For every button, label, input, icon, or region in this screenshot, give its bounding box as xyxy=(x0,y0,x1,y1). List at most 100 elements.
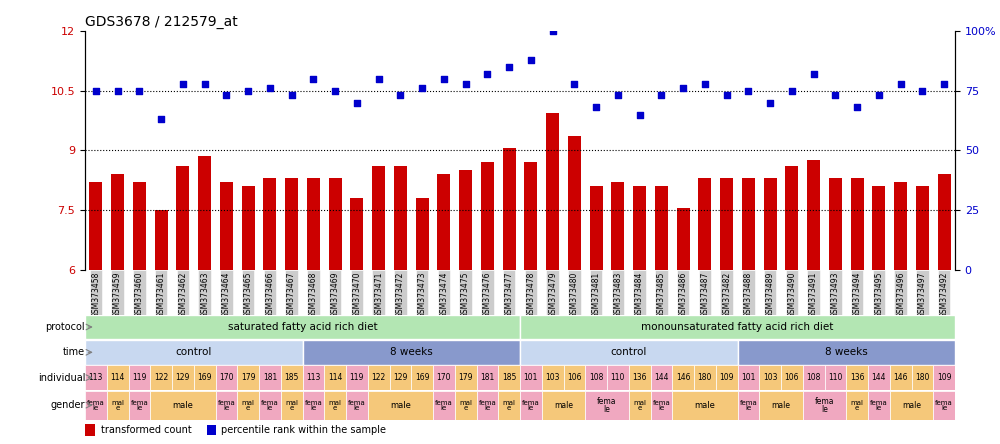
Bar xyxy=(459,170,472,270)
Text: 179: 179 xyxy=(241,373,255,382)
Text: GSM373472: GSM373472 xyxy=(396,272,405,318)
Text: GSM373466: GSM373466 xyxy=(265,272,274,318)
Point xyxy=(262,85,278,92)
Bar xyxy=(803,391,846,420)
Text: fema
le: fema le xyxy=(935,400,953,411)
Bar xyxy=(503,148,516,270)
Text: GSM373497: GSM373497 xyxy=(918,272,927,318)
Text: GSM373485: GSM373485 xyxy=(657,272,666,318)
Point xyxy=(371,75,387,82)
Text: GSM373468: GSM373468 xyxy=(309,272,318,318)
Bar xyxy=(590,186,603,270)
Bar xyxy=(437,174,450,270)
Text: fema
le: fema le xyxy=(597,396,617,414)
Point xyxy=(479,71,495,78)
Text: 109: 109 xyxy=(937,373,951,382)
Point xyxy=(240,87,256,94)
Text: GSM373482: GSM373482 xyxy=(722,272,731,318)
Bar xyxy=(346,391,368,420)
Text: GSM373478: GSM373478 xyxy=(526,272,535,318)
Bar xyxy=(629,391,650,420)
Bar xyxy=(672,365,694,390)
Bar xyxy=(281,391,302,420)
Text: 185: 185 xyxy=(502,373,516,382)
Bar xyxy=(237,391,259,420)
Bar xyxy=(281,365,302,390)
Text: 122: 122 xyxy=(372,373,386,382)
Text: individual: individual xyxy=(38,373,85,383)
Bar xyxy=(807,160,820,270)
Point xyxy=(110,87,126,94)
Bar xyxy=(742,178,755,270)
Text: GSM373458: GSM373458 xyxy=(91,272,100,318)
Text: fema
le: fema le xyxy=(522,400,540,411)
Bar xyxy=(781,365,803,390)
Bar xyxy=(611,182,624,270)
Bar xyxy=(390,365,411,390)
Bar xyxy=(176,166,189,270)
Text: 181: 181 xyxy=(263,373,277,382)
Bar xyxy=(85,391,107,420)
Point xyxy=(218,92,234,99)
Bar xyxy=(477,391,498,420)
Text: 119: 119 xyxy=(132,373,147,382)
Bar xyxy=(216,391,237,420)
Bar xyxy=(520,340,738,365)
Bar xyxy=(694,365,716,390)
Bar xyxy=(477,365,498,390)
Bar xyxy=(198,156,211,270)
Text: 129: 129 xyxy=(393,373,408,382)
Text: male: male xyxy=(554,400,573,410)
Text: 144: 144 xyxy=(872,373,886,382)
Text: fema
le: fema le xyxy=(479,400,496,411)
Text: GSM373464: GSM373464 xyxy=(222,272,231,318)
Text: fema
le: fema le xyxy=(870,400,888,411)
Bar xyxy=(307,178,320,270)
Bar xyxy=(520,365,542,390)
Bar xyxy=(150,391,216,420)
Bar xyxy=(346,365,368,390)
Point xyxy=(284,92,300,99)
Bar xyxy=(851,178,864,270)
Text: GSM373479: GSM373479 xyxy=(548,272,557,318)
Bar xyxy=(133,182,146,270)
Point xyxy=(827,92,843,99)
Bar xyxy=(350,198,363,270)
Bar xyxy=(542,365,564,390)
Bar xyxy=(520,391,542,420)
Text: 170: 170 xyxy=(219,373,234,382)
Bar xyxy=(85,340,302,365)
Text: GSM373495: GSM373495 xyxy=(874,272,883,318)
Point xyxy=(349,99,365,106)
Text: fema
le: fema le xyxy=(740,400,757,411)
Point xyxy=(436,75,452,82)
Text: 101: 101 xyxy=(524,373,538,382)
Text: 103: 103 xyxy=(763,373,777,382)
Text: 113: 113 xyxy=(89,373,103,382)
Bar xyxy=(207,424,216,435)
Bar xyxy=(650,391,672,420)
Bar xyxy=(938,174,951,270)
Point xyxy=(871,92,887,99)
Point xyxy=(632,111,648,118)
Text: GSM373469: GSM373469 xyxy=(331,272,340,318)
Bar xyxy=(890,365,912,390)
Bar xyxy=(629,365,650,390)
Bar xyxy=(829,178,842,270)
Bar xyxy=(302,340,520,365)
Point xyxy=(610,92,626,99)
Text: 185: 185 xyxy=(284,373,299,382)
Text: 136: 136 xyxy=(850,373,864,382)
Bar xyxy=(155,210,168,270)
Bar xyxy=(433,391,455,420)
Text: 119: 119 xyxy=(350,373,364,382)
Bar xyxy=(85,365,107,390)
Bar xyxy=(150,365,172,390)
Point xyxy=(88,87,104,94)
Bar xyxy=(242,186,255,270)
Bar xyxy=(542,391,585,420)
Bar xyxy=(738,340,955,365)
Text: GSM373462: GSM373462 xyxy=(178,272,187,318)
Text: fema
le: fema le xyxy=(435,400,453,411)
Text: GSM373496: GSM373496 xyxy=(896,272,905,318)
